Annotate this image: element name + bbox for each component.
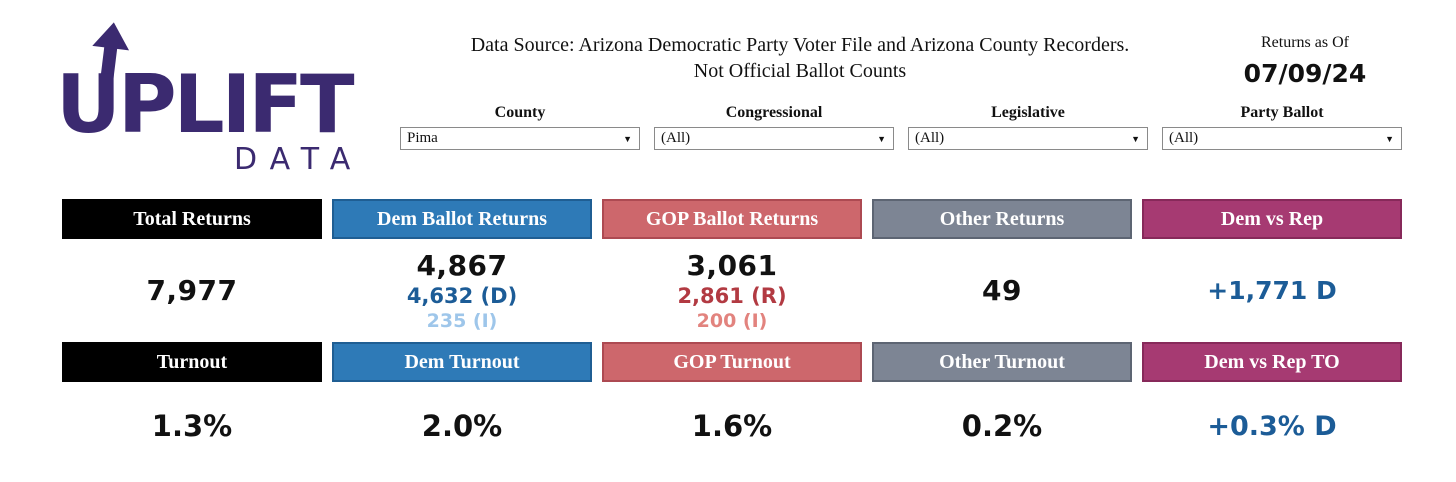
chevron-down-icon: ▼ bbox=[1131, 133, 1140, 144]
dem-vs-rep-cell: +1,771 D bbox=[1142, 239, 1402, 342]
data-source-title: Data Source: Arizona Democratic Party Vo… bbox=[400, 32, 1200, 84]
total-returns-value: 7,977 bbox=[146, 274, 238, 307]
total-returns-cell: 7,977 bbox=[62, 239, 322, 342]
title-line1: Data Source: Arizona Democratic Party Vo… bbox=[470, 34, 1130, 56]
returns-as-of-block: Returns as Of 07/09/24 bbox=[1215, 34, 1395, 88]
dem-vs-rep-to-value: +0.3% D bbox=[1207, 410, 1337, 442]
filter-bar: County Pima ▼ Congressional (All) ▼ Legi… bbox=[400, 104, 1402, 150]
returns-as-of-label: Returns as Of bbox=[1261, 34, 1349, 51]
county-filter-label: County bbox=[494, 104, 546, 121]
title-line2: Not Official Ballot Counts bbox=[693, 60, 907, 82]
dem-vs-rep-header: Dem vs Rep bbox=[1142, 199, 1402, 239]
gop-turnout-value: 1.6% bbox=[691, 409, 773, 443]
congressional-filter-label: Congressional bbox=[725, 104, 823, 121]
logo-subtext: DATA bbox=[234, 142, 363, 177]
other-turnout-header: Other Turnout bbox=[872, 342, 1132, 382]
dem-vs-rep-to-cell: +0.3% D bbox=[1142, 382, 1402, 470]
dem-registered-dem-value: 4,632 (D) bbox=[406, 284, 518, 308]
total-returns-header: Total Returns bbox=[62, 199, 322, 239]
dem-ballot-returns-value: 4,867 bbox=[416, 249, 508, 282]
legislative-filter-value: (All) bbox=[915, 130, 945, 146]
filter-county: County Pima ▼ bbox=[400, 104, 640, 150]
legislative-filter-select[interactable]: (All) ▼ bbox=[908, 127, 1148, 150]
turnout-header: Turnout bbox=[62, 342, 322, 382]
dem-turnout-cell: 2.0% bbox=[332, 382, 592, 470]
congressional-filter-value: (All) bbox=[661, 130, 691, 146]
county-filter-value: Pima bbox=[407, 130, 438, 146]
gop-ballot-returns-cell: 3,061 2,861 (R) 200 (I) bbox=[602, 239, 862, 342]
returns-as-of-date: 07/09/24 bbox=[1243, 59, 1367, 88]
dem-ballot-returns-header: Dem Ballot Returns bbox=[332, 199, 592, 239]
chevron-down-icon: ▼ bbox=[623, 133, 632, 144]
turnout-cell: 1.3% bbox=[62, 382, 322, 470]
chevron-down-icon: ▼ bbox=[877, 133, 886, 144]
gop-turnout-cell: 1.6% bbox=[602, 382, 862, 470]
dem-vs-rep-to-header: Dem vs Rep TO bbox=[1142, 342, 1402, 382]
other-returns-header: Other Returns bbox=[872, 199, 1132, 239]
dem-ballot-returns-cell: 4,867 4,632 (D) 235 (I) bbox=[332, 239, 592, 342]
other-returns-cell: 49 bbox=[872, 239, 1132, 342]
up-arrow-icon bbox=[92, 22, 130, 91]
turnout-value: 1.3% bbox=[151, 409, 233, 443]
stats-grid: Total Returns Dem Ballot Returns GOP Bal… bbox=[62, 199, 1402, 470]
gop-turnout-header: GOP Turnout bbox=[602, 342, 862, 382]
other-turnout-cell: 0.2% bbox=[872, 382, 1132, 470]
gop-independent-value: 200 (I) bbox=[696, 310, 768, 332]
dem-vs-rep-value: +1,771 D bbox=[1207, 276, 1337, 305]
filter-legislative: Legislative (All) ▼ bbox=[908, 104, 1148, 150]
dem-turnout-header: Dem Turnout bbox=[332, 342, 592, 382]
logo-wordmark: UPLIFT bbox=[56, 58, 355, 151]
congressional-filter-select[interactable]: (All) ▼ bbox=[654, 127, 894, 150]
legislative-filter-label: Legislative bbox=[991, 104, 1065, 121]
filter-congressional: Congressional (All) ▼ bbox=[654, 104, 894, 150]
dem-independent-value: 235 (I) bbox=[426, 310, 498, 332]
other-returns-value: 49 bbox=[982, 274, 1022, 307]
gop-ballot-returns-header: GOP Ballot Returns bbox=[602, 199, 862, 239]
gop-registered-rep-value: 2,861 (R) bbox=[677, 284, 787, 308]
party-ballot-filter-value: (All) bbox=[1169, 130, 1199, 146]
uplift-data-logo: UPLIFT DATA bbox=[56, 14, 401, 179]
gop-ballot-returns-value: 3,061 bbox=[686, 249, 778, 282]
chevron-down-icon: ▼ bbox=[1385, 133, 1394, 144]
other-turnout-value: 0.2% bbox=[961, 409, 1043, 443]
county-filter-select[interactable]: Pima ▼ bbox=[400, 127, 640, 150]
filter-party-ballot: Party Ballot (All) ▼ bbox=[1162, 104, 1402, 150]
dem-turnout-value: 2.0% bbox=[421, 409, 503, 443]
party-ballot-filter-select[interactable]: (All) ▼ bbox=[1162, 127, 1402, 150]
uplift-logo-graphic: UPLIFT DATA bbox=[56, 22, 363, 177]
party-ballot-filter-label: Party Ballot bbox=[1240, 104, 1324, 121]
